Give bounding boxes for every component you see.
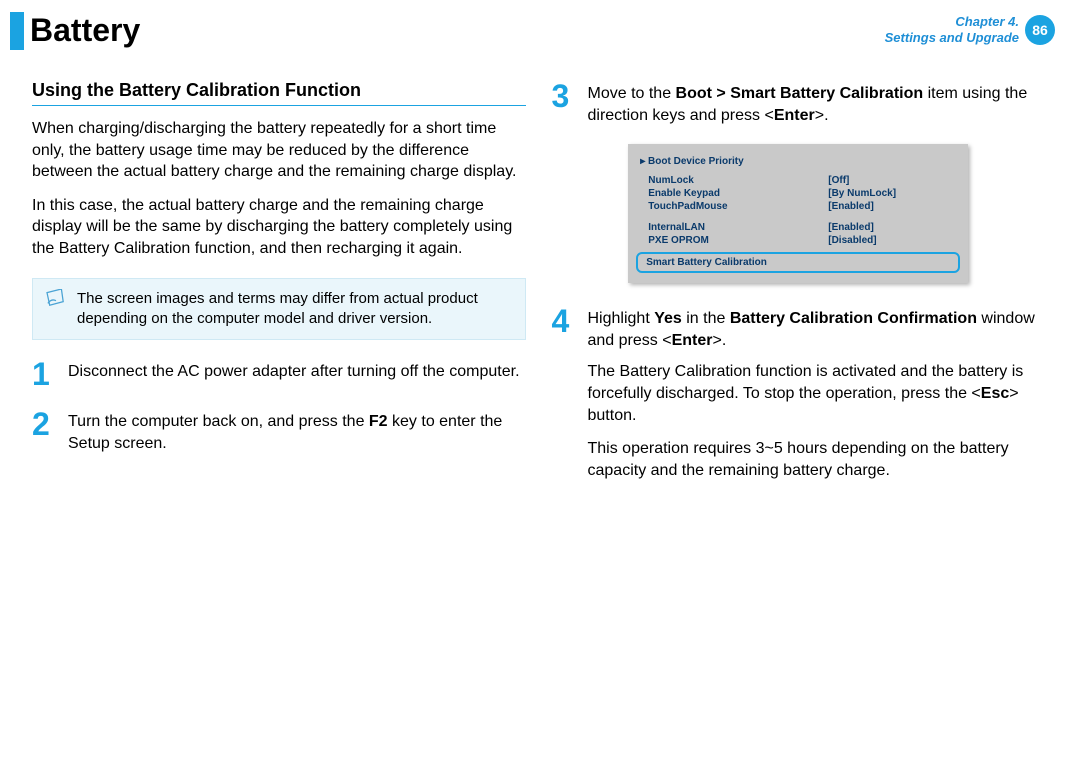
note-box: The screen images and terms may differ f…	[32, 278, 526, 341]
bios-row: NumLock[Off]	[638, 175, 958, 188]
step4-para-b: This operation requires 3~5 hours depend…	[588, 438, 1046, 481]
bios-row: InternalLAN[Enabled]	[638, 222, 958, 235]
step-body: Turn the computer back on, and press the…	[68, 408, 526, 454]
step-body: Move to the Boot > Smart Battery Calibra…	[588, 80, 1046, 126]
text: Highlight	[588, 310, 655, 327]
bios-row: PXE OPROM[Disabled]	[638, 235, 958, 248]
section-heading: Using the Battery Calibration Function	[32, 80, 526, 106]
bios-label: NumLock	[648, 175, 828, 186]
accent-tab	[10, 12, 24, 50]
bios-row: TouchPadMouse[Enabled]	[638, 201, 958, 214]
text: Turn the computer back on, and press the	[68, 413, 369, 430]
bios-value: [By NumLock]	[828, 188, 896, 199]
bios-row: Enable Keypad[By NumLock]	[638, 188, 958, 201]
step-1: 1 Disconnect the AC power adapter after …	[32, 358, 526, 390]
page-number-badge: 86	[1025, 15, 1055, 45]
key-name: Enter	[774, 107, 815, 124]
key-name: Esc	[981, 385, 1009, 402]
chapter-line-2: Settings and Upgrade	[885, 30, 1019, 46]
intro-para-2: In this case, the actual battery charge …	[32, 195, 526, 260]
bios-value: [Disabled]	[828, 235, 876, 246]
text: in the	[682, 310, 730, 327]
step-number: 3	[552, 80, 576, 126]
left-column: Using the Battery Calibration Function W…	[32, 80, 526, 511]
text: The Battery Calibration function is acti…	[588, 363, 1024, 402]
step-number: 1	[32, 358, 56, 390]
chapter-line-1: Chapter 4.	[885, 14, 1019, 30]
text: >.	[712, 332, 726, 349]
option-yes: Yes	[654, 310, 682, 327]
bios-label: TouchPadMouse	[648, 201, 828, 212]
note-icon	[45, 289, 67, 307]
page-title: Battery	[30, 12, 885, 49]
bios-value: [Enabled]	[828, 222, 874, 233]
step-3: 3 Move to the Boot > Smart Battery Calib…	[552, 80, 1046, 126]
intro-para-1: When charging/discharging the battery re…	[32, 118, 526, 183]
menu-path: Boot > Smart Battery Calibration	[676, 85, 924, 102]
text: Move to the	[588, 85, 676, 102]
step-2: 2 Turn the computer back on, and press t…	[32, 408, 526, 454]
right-column: 3 Move to the Boot > Smart Battery Calib…	[552, 80, 1046, 511]
bios-label: InternalLAN	[648, 222, 828, 233]
bios-highlighted-item: Smart Battery Calibration	[636, 252, 960, 273]
bios-label: PXE OPROM	[648, 235, 828, 246]
step-body: Disconnect the AC power adapter after tu…	[68, 358, 520, 390]
page-header: Battery Chapter 4. Settings and Upgrade …	[10, 0, 1055, 50]
key-name: Enter	[672, 332, 713, 349]
window-name: Battery Calibration Confirmation	[730, 310, 977, 327]
chapter-block: Chapter 4. Settings and Upgrade 86	[885, 14, 1055, 45]
bios-value: [Off]	[828, 175, 849, 186]
step-4: 4 Highlight Yes in the Battery Calibrati…	[552, 305, 1046, 493]
bios-value: [Enabled]	[828, 201, 874, 212]
key-name: F2	[369, 413, 388, 430]
bios-label: Enable Keypad	[648, 188, 828, 199]
bios-screenshot: ▸ Boot Device Priority NumLock[Off] Enab…	[628, 144, 968, 283]
step-number: 2	[32, 408, 56, 454]
step-body: Highlight Yes in the Battery Calibration…	[588, 305, 1046, 493]
step-number: 4	[552, 305, 576, 493]
text: >.	[815, 107, 829, 124]
step4-para-a: The Battery Calibration function is acti…	[588, 361, 1046, 426]
bios-priority-label: ▸ Boot Device Priority	[640, 156, 958, 167]
note-text: The screen images and terms may differ f…	[77, 290, 478, 327]
